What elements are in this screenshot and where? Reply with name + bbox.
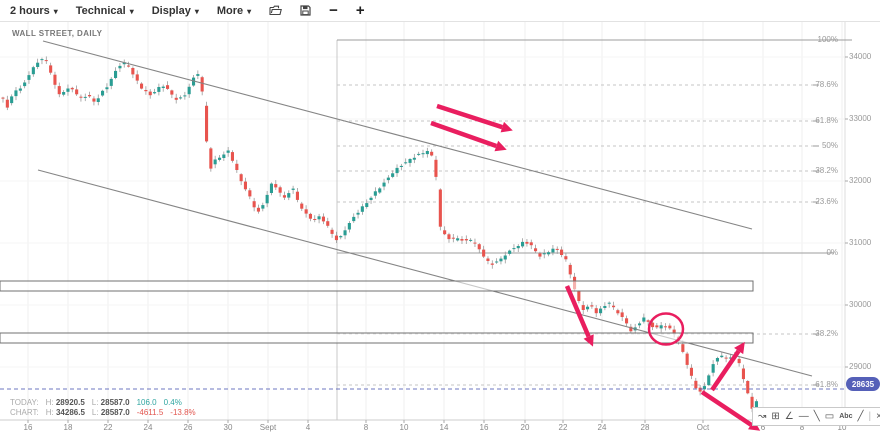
symbol-label: WALL STREET, DAILY xyxy=(12,29,103,38)
chevron-down-icon: ▾ xyxy=(194,7,199,16)
technical-menu[interactable]: Technical ▾ xyxy=(76,5,134,17)
fib-level-label: 0% xyxy=(826,248,838,257)
fib-level-label: 100% xyxy=(817,35,838,44)
rectangle-tool-icon[interactable]: ▭ xyxy=(824,410,835,422)
change-percent: -13.8% xyxy=(170,408,196,417)
status-row-today: TODAY: H: 28920.5 L: 28587.0 106.0 0.4% xyxy=(10,398,196,408)
save-icon[interactable] xyxy=(300,5,311,16)
status-row-name: CHART: xyxy=(10,408,39,417)
status-row-chart: CHART: H: 34286.5 L: 28587.0 -4611.5 -13… xyxy=(10,408,196,418)
low-value: 28587.0 xyxy=(100,398,130,407)
top-toolbar: 2 hours ▾ Technical ▾ Display ▾ More ▾ −… xyxy=(0,0,880,22)
high-value: 28920.5 xyxy=(55,398,85,407)
low-value: 28587.0 xyxy=(100,408,130,417)
fib-level-label: 38.2% xyxy=(815,166,838,175)
status-row-name: TODAY: xyxy=(10,398,39,407)
date-tick-label: 10 xyxy=(837,423,847,432)
fib-level-label: -61.8% xyxy=(812,380,838,389)
ohlc-status-panel: TODAY: H: 28920.5 L: 28587.0 106.0 0.4% … xyxy=(10,398,196,418)
display-menu-label: Display xyxy=(151,4,191,17)
drawing-toolbar: ↝ ⊞ ∠ — ╲ ▭ Abc ╱ | × xyxy=(752,407,880,426)
zigzag-line-tool-icon[interactable]: ↝ xyxy=(758,410,767,422)
price-tick-label: 29000 xyxy=(849,362,872,371)
low-label: L: xyxy=(91,408,99,417)
date-tick-label: 26 xyxy=(183,423,193,432)
date-tick-label: 30 xyxy=(223,423,233,432)
price-tick-label: 32000 xyxy=(849,176,872,185)
text-tool-icon[interactable]: Abc xyxy=(839,413,853,420)
date-tick-label: 16 xyxy=(479,423,489,432)
change-value: -4611.5 xyxy=(136,408,164,417)
fib-level-label: 78.6% xyxy=(815,80,838,89)
timeframe-menu-label: 2 hours xyxy=(10,4,50,17)
folder-icon[interactable] xyxy=(269,5,283,16)
date-tick-label: 28 xyxy=(640,423,650,432)
price-tick-label: 31000 xyxy=(849,238,872,247)
high-label: H: xyxy=(45,408,54,417)
date-tick-label: Oct xyxy=(696,423,710,432)
change-percent: 0.4% xyxy=(163,398,182,407)
price-tick-label: 33000 xyxy=(849,114,872,123)
fib-level-label: 50% xyxy=(821,141,838,150)
last-price-badge: 28635 xyxy=(846,377,880,391)
date-tick-label: 8 xyxy=(363,423,369,432)
change-value: 106.0 xyxy=(136,398,157,407)
more-menu[interactable]: More ▾ xyxy=(217,5,251,17)
fib-level-label: -38.2% xyxy=(812,329,838,338)
technical-menu-label: Technical xyxy=(75,4,126,17)
chevron-down-icon: ▾ xyxy=(247,7,252,16)
date-tick-label: 14 xyxy=(439,423,449,432)
low-label: L: xyxy=(91,398,99,407)
close-toolbar-icon[interactable]: × xyxy=(876,410,880,422)
price-tick-label: 34000 xyxy=(849,52,872,61)
horizontal-line-tool-icon[interactable]: — xyxy=(798,410,809,422)
trend-chart-tool-icon[interactable]: ∠ xyxy=(784,410,794,422)
chevron-down-icon: ▾ xyxy=(129,7,134,16)
date-tick-label: 6 xyxy=(760,423,766,432)
date-tick-label: 22 xyxy=(103,423,113,432)
high-value: 34286.5 xyxy=(55,408,85,417)
date-tick-label: 22 xyxy=(558,423,568,432)
date-tick-label: 18 xyxy=(63,423,73,432)
fib-level-label: 61.8% xyxy=(815,116,838,125)
date-tick-label: 4 xyxy=(305,423,311,432)
diagonal-line-tool-icon[interactable]: ╱ xyxy=(857,410,864,422)
date-tick-label: 8 xyxy=(799,423,805,432)
toolbar-divider: | xyxy=(868,410,872,422)
more-menu-label: More xyxy=(216,4,244,17)
date-tick-label: 24 xyxy=(143,423,153,432)
date-tick-label: Sept xyxy=(259,423,277,432)
display-menu[interactable]: Display ▾ xyxy=(152,5,199,17)
high-label: H: xyxy=(45,398,54,407)
timeframe-menu[interactable]: 2 hours ▾ xyxy=(10,5,58,17)
date-tick-label: 10 xyxy=(399,423,409,432)
date-tick-label: 16 xyxy=(23,423,33,432)
zoom-in-button[interactable]: + xyxy=(355,2,365,19)
zoom-out-button[interactable]: − xyxy=(329,2,338,19)
date-tick-label: 20 xyxy=(520,423,530,432)
trendline-tool-icon[interactable]: ╲ xyxy=(813,410,820,422)
grid-tool-icon[interactable]: ⊞ xyxy=(771,410,780,422)
date-tick-label: 24 xyxy=(597,423,607,432)
fib-level-label: 23.6% xyxy=(815,197,838,206)
price-tick-label: 30000 xyxy=(849,300,872,309)
chevron-down-icon: ▾ xyxy=(53,7,58,16)
